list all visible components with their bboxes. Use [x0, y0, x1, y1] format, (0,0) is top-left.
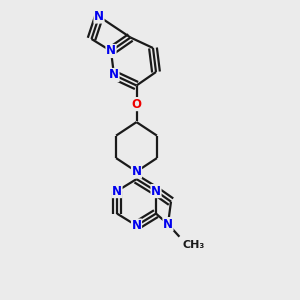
Text: N: N: [94, 10, 104, 23]
Text: N: N: [131, 165, 142, 178]
Text: N: N: [106, 44, 116, 58]
Text: O: O: [131, 98, 142, 111]
Text: N: N: [151, 184, 161, 198]
Text: N: N: [109, 68, 119, 82]
Text: N: N: [131, 219, 142, 232]
Text: CH₃: CH₃: [182, 240, 205, 250]
Text: N: N: [112, 184, 122, 198]
Text: N: N: [163, 218, 173, 231]
